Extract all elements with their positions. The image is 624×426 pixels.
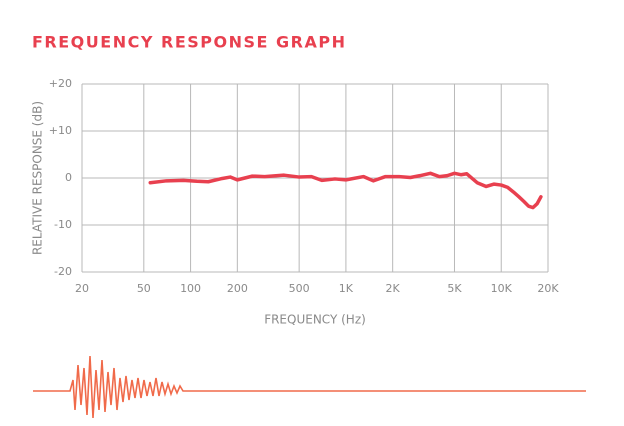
waveform-decoration	[33, 355, 586, 419]
x-tick-label: 20	[75, 282, 89, 295]
y-tick-label: +10	[49, 124, 72, 137]
response-line	[148, 171, 543, 210]
y-tick-label: 0	[65, 171, 72, 184]
x-tick-label: 5K	[447, 282, 462, 295]
x-tick-label: 50	[137, 282, 151, 295]
x-tick-label: 10K	[491, 282, 513, 295]
x-tick-label: 500	[289, 282, 310, 295]
x-tick-label: 20K	[537, 282, 559, 295]
chart-title: FREQUENCY RESPONSE GRAPH	[32, 33, 346, 52]
y-tick-label: +20	[49, 77, 72, 90]
x-tick-label: 1K	[339, 282, 354, 295]
y-tick-label: -10	[54, 218, 72, 231]
x-tick-label: 2K	[386, 282, 401, 295]
x-tick-label: 200	[227, 282, 248, 295]
x-axis-title: FREQUENCY (Hz)	[264, 313, 366, 327]
y-axis-title: RELATIVE RESPONSE (dB)	[31, 101, 45, 255]
waveform	[33, 355, 586, 419]
x-tick-label: 100	[180, 282, 201, 295]
y-tick-label: -20	[54, 265, 72, 278]
